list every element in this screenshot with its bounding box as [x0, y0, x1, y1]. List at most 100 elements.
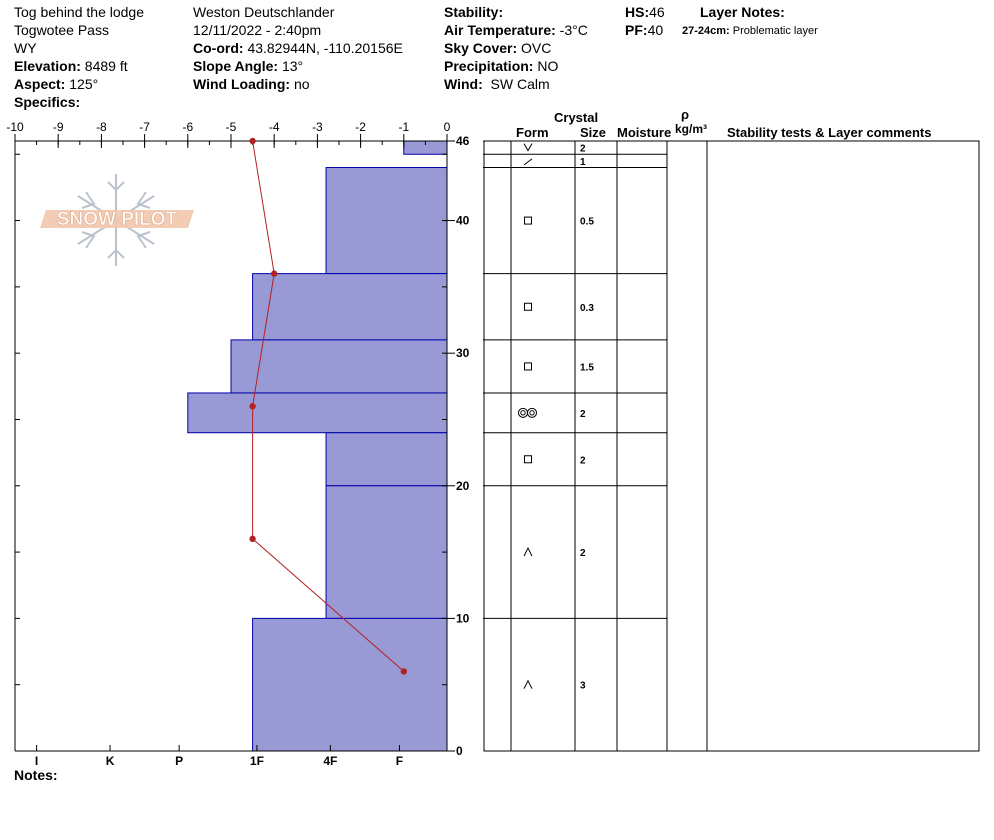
- size-header: Size: [580, 125, 607, 140]
- area-name: Togwotee Pass: [14, 22, 109, 38]
- crystal-size: 1: [580, 157, 586, 168]
- observer-name: Weston Deutschlander: [193, 4, 335, 20]
- wind: Wind: SW Calm: [444, 76, 550, 92]
- weather-info: Stability: Air Temperature: -3°C Sky Cov…: [444, 3, 588, 93]
- depth-tick-label: 0: [456, 744, 463, 758]
- hardness-tick-label: I: [35, 754, 38, 768]
- temp-tick-label: -8: [96, 120, 107, 134]
- air-temperature: Air Temperature: -3°C: [444, 22, 588, 38]
- form-header: Form: [516, 125, 549, 140]
- melt-forms-icon: [518, 407, 537, 418]
- crystal-size: 0.3: [580, 303, 594, 314]
- wind-loading: Wind Loading: no: [193, 76, 310, 92]
- icon-square: [524, 455, 532, 464]
- icon-square: [524, 216, 532, 225]
- crystal-size: 1.5: [580, 362, 594, 373]
- temperature-point: [249, 403, 256, 410]
- faceted-icon: [524, 216, 532, 225]
- hardness-bars: [187, 140, 448, 752]
- layer-table: 2 1 0.5 0.3 1.5 2 2 2 3: [483, 140, 980, 752]
- pf: PF:40: [625, 22, 664, 38]
- hardness-bar: [252, 273, 448, 341]
- hardness-bar: [230, 339, 448, 394]
- crystal-size: 2: [580, 455, 586, 466]
- precipitation: Precipitation: NO: [444, 58, 559, 74]
- icon-square: [524, 302, 532, 311]
- snowpilot-logo: SNOW PILOT: [40, 174, 194, 266]
- density-symbol: ρ: [681, 107, 690, 122]
- specifics: Specifics:: [14, 94, 81, 110]
- coordinates: Co-ord: 43.82944N, -110.20156E: [193, 40, 403, 56]
- faceted-icon: [524, 362, 532, 371]
- icon-square: [524, 362, 532, 371]
- temp-tick-label: -5: [226, 120, 237, 134]
- layer-note-entry: 27-24cm: Problematic layer: [682, 22, 818, 40]
- slope-angle: Slope Angle: 13°: [193, 58, 304, 74]
- hardness-bar: [325, 167, 448, 275]
- depth-tick-label: 46: [456, 134, 470, 148]
- temp-tick-label: -2: [355, 120, 366, 134]
- sky-cover: Sky Cover: OVC: [444, 40, 552, 56]
- icon-circle: [527, 407, 537, 418]
- decomposing-icon: [523, 143, 533, 152]
- hardness-tick-label: 1F: [250, 754, 264, 768]
- crystal-size: 2: [580, 144, 586, 155]
- hardness-bar: [325, 485, 448, 619]
- aspect: Aspect: 125°: [14, 76, 99, 92]
- crystal-size: 0.5: [580, 217, 594, 228]
- depth-hoar-icon: [523, 546, 533, 557]
- temp-tick-label: -9: [53, 120, 64, 134]
- observation-datetime: 12/11/2022 - 2:40pm: [193, 22, 322, 38]
- temperature-point: [400, 668, 407, 675]
- icon-inner-circle: [520, 410, 526, 416]
- icon-stroke: [523, 143, 533, 152]
- notes-label: Notes:: [14, 767, 58, 783]
- faceted-icon: [524, 455, 532, 464]
- elevation: Elevation: 8489 ft: [14, 58, 128, 74]
- plot-axes: -10 -9 -8 -7 -6 -5 -4 -3 -2 -1 0I K P 1F 4F F0102030404…: [6, 120, 469, 768]
- crystal-size: 2: [580, 409, 586, 420]
- location-info: Tog behind the lodge Togwotee Pass WY El…: [14, 3, 144, 111]
- hardness-bar: [325, 432, 448, 487]
- layer-note-depth: 27-24cm:: [682, 25, 730, 37]
- icon-stroke: [523, 679, 533, 689]
- icon-inner-circle: [529, 410, 535, 416]
- state-name: WY: [14, 40, 37, 56]
- location-name: Tog behind the lodge: [14, 4, 144, 20]
- svg-text:SNOW PILOT: SNOW PILOT: [57, 209, 178, 230]
- comments-header: Stability tests & Layer comments: [727, 125, 932, 140]
- depth-tick-label: 20: [456, 479, 470, 493]
- icon-stroke: [523, 546, 533, 557]
- hs: HS:46: [625, 4, 665, 20]
- temp-tick-label: -6: [182, 120, 193, 134]
- temperature-point: [249, 535, 256, 543]
- icon-stroke: [523, 158, 533, 166]
- observer-info: Weston Deutschlander 12/11/2022 - 2:40pm…: [193, 3, 403, 93]
- icon-circle: [518, 407, 528, 418]
- temp-tick-label: -10: [6, 120, 24, 134]
- moisture-header: Moisture: [617, 125, 672, 140]
- temp-tick-label: -1: [398, 120, 409, 134]
- density-unit: kg/m³: [675, 122, 708, 136]
- hardness-tick-label: 4F: [323, 754, 337, 768]
- crystal-size: 3: [580, 681, 586, 692]
- hardness-tick-label: F: [396, 754, 403, 768]
- decomposing-fragments-icon: [523, 158, 533, 166]
- hardness-bar: [252, 617, 448, 752]
- depth-tick-label: 30: [456, 346, 470, 360]
- temperature-point: [271, 270, 278, 277]
- temperature-profile: [249, 137, 407, 675]
- temp-tick-label: 0: [444, 120, 451, 134]
- layer-notes: Layer Notes:: [700, 3, 785, 21]
- hardness-tick-label: P: [175, 754, 183, 768]
- faceted-icon: [524, 302, 532, 311]
- hardness-bar: [187, 392, 448, 434]
- layer-note-text: Problematic layer: [732, 25, 818, 37]
- depth-hoar-icon: [523, 679, 533, 689]
- layer-notes-title: Layer Notes:: [700, 4, 785, 20]
- table-frame: [483, 140, 980, 752]
- depth-tick-label: 40: [456, 214, 470, 228]
- crystal-header: Crystal: [554, 110, 599, 125]
- temp-tick-label: -4: [269, 120, 280, 134]
